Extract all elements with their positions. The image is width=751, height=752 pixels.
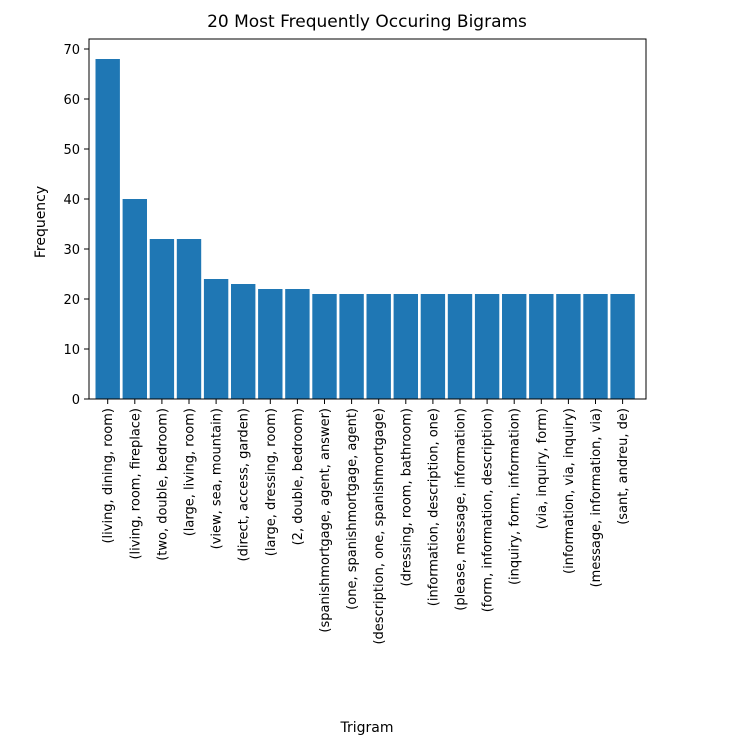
bar [610,294,635,399]
y-tick-label: 60 [63,93,80,108]
bar [176,239,202,399]
y-tick-label: 50 [63,143,80,158]
bar [556,294,581,399]
x-tick-label: (spanishmortgage, agent, answer) [318,408,333,633]
x-tick-label: (information, description, one) [426,408,441,606]
y-tick-label: 10 [63,343,80,358]
x-tick-label: (description, one, spanishmortgage) [372,408,387,645]
x-tick-label: (form, information, description) [481,408,496,612]
x-tick-label: (message, information, via) [589,408,604,587]
y-axis-ticks: 0 10 20 30 40 50 60 70 [63,43,89,408]
x-axis-ticks: (living, dining, room) (living, room, fir… [101,399,631,645]
bar [312,294,337,399]
bar [285,289,310,399]
x-tick-label: (large, living, room) [183,408,198,536]
bar [583,294,608,399]
plot-frame [88,38,647,400]
bar [231,284,256,399]
x-tick-label: (living, dining, room) [101,408,116,544]
bar [203,279,229,399]
x-tick-label: (sant, andreu, de) [616,408,631,525]
bar [122,199,147,399]
x-tick-label: (dressing, room, bathroom) [399,408,414,586]
bar [447,294,473,399]
y-tick-label: 70 [63,43,80,58]
x-tick-label: (direct, access, garden) [237,408,252,561]
x-tick-label: (living, room, fireplace) [128,408,143,560]
x-tick-label: (2, double, bedroom) [291,408,306,545]
bar [366,294,391,399]
x-tick-label: (please, message, information) [454,408,469,611]
y-tick-label: 40 [63,193,80,208]
x-tick-label: (two, double, bedroom) [155,408,170,561]
bar [502,294,527,399]
y-tick-label: 20 [63,293,80,308]
y-axis-label: Frequency [33,186,49,258]
x-tick-label: (view, sea, mountain) [210,408,225,549]
x-axis-label: Trigram [340,720,394,736]
chart-title: 20 Most Frequently Occuring Bigrams [207,12,527,32]
bar [258,289,283,399]
bar [474,294,500,399]
x-tick-label: (via, inquiry, form) [535,408,550,529]
bar [95,59,120,399]
bar [529,294,554,399]
x-tick-label: (large, dressing, room) [264,408,279,556]
bar [339,294,364,399]
bar [149,239,175,399]
y-tick-label: 30 [63,243,80,258]
x-tick-label: (information, via, inquiry) [562,408,577,574]
bar [420,294,446,399]
bar [393,294,418,399]
bars-group [95,59,635,399]
x-tick-label: (one, spanishmortgage, agent) [345,408,360,610]
y-tick-label: 0 [72,393,80,408]
x-tick-label: (inquiry, form, information) [508,408,523,585]
